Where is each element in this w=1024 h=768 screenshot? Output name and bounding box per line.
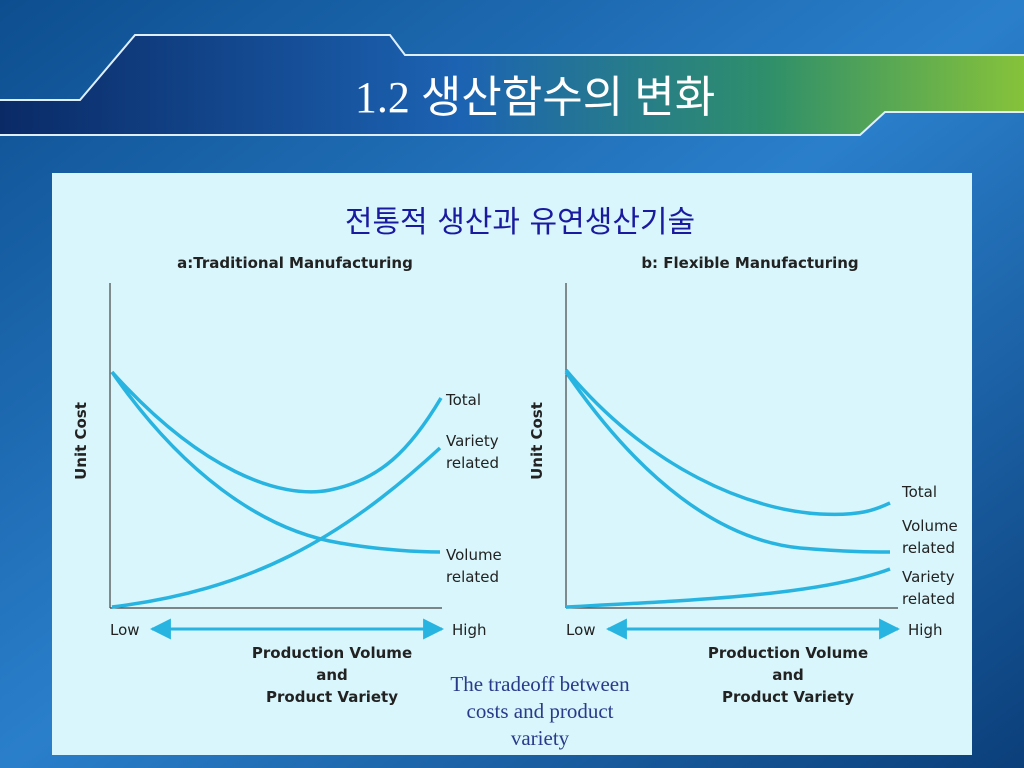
low-label: Low [566,621,596,639]
curve-label: related [446,454,499,472]
title: 1.2 생산함수의 변화 [355,73,715,122]
header-line [0,111,1024,136]
caption-line: costs and product [467,699,614,723]
curve-label: Volume [902,517,958,535]
curve-label: related [902,539,955,557]
panel-title: a:Traditional Manufacturing [177,254,413,272]
x-axis-label: and [772,666,804,684]
caption-line: variety [511,726,570,750]
cost-curve [110,370,443,494]
curve-label: related [902,590,955,608]
x-axis-label: Production Volume [252,644,412,662]
x-axis-label: Product Variety [722,688,854,706]
header-line [0,34,1024,101]
curve-label: Total [445,391,481,409]
high-label: High [452,621,486,639]
subtitle: 전통적 생산과 유연생산기술 [345,205,695,240]
curve-label: Variety [902,568,955,586]
curve-label: Variety [446,432,499,450]
cost-curve [564,371,891,554]
low-label: Low [110,621,140,639]
caption-line: The tradeoff between [450,672,630,696]
curve-label: related [446,568,499,586]
cost-curve [110,371,441,554]
cost-curve [565,567,891,609]
content-box [52,173,972,755]
x-axis-label: and [316,666,348,684]
cost-curve [111,446,442,609]
panels: a:Traditional Manufacturing Unit Cost Tota… [72,254,958,706]
header-band [0,35,1024,135]
panel-title: b: Flexible Manufacturing [641,254,858,272]
curve-label: Total [901,483,937,501]
high-label: High [908,621,942,639]
x-axis-label: Production Volume [708,644,868,662]
y-axis-label: Unit Cost [72,402,90,480]
curve-label: Volume [446,546,502,564]
y-axis-label: Unit Cost [528,402,546,480]
cost-curve [564,368,891,517]
x-axis-label: Product Variety [266,688,398,706]
